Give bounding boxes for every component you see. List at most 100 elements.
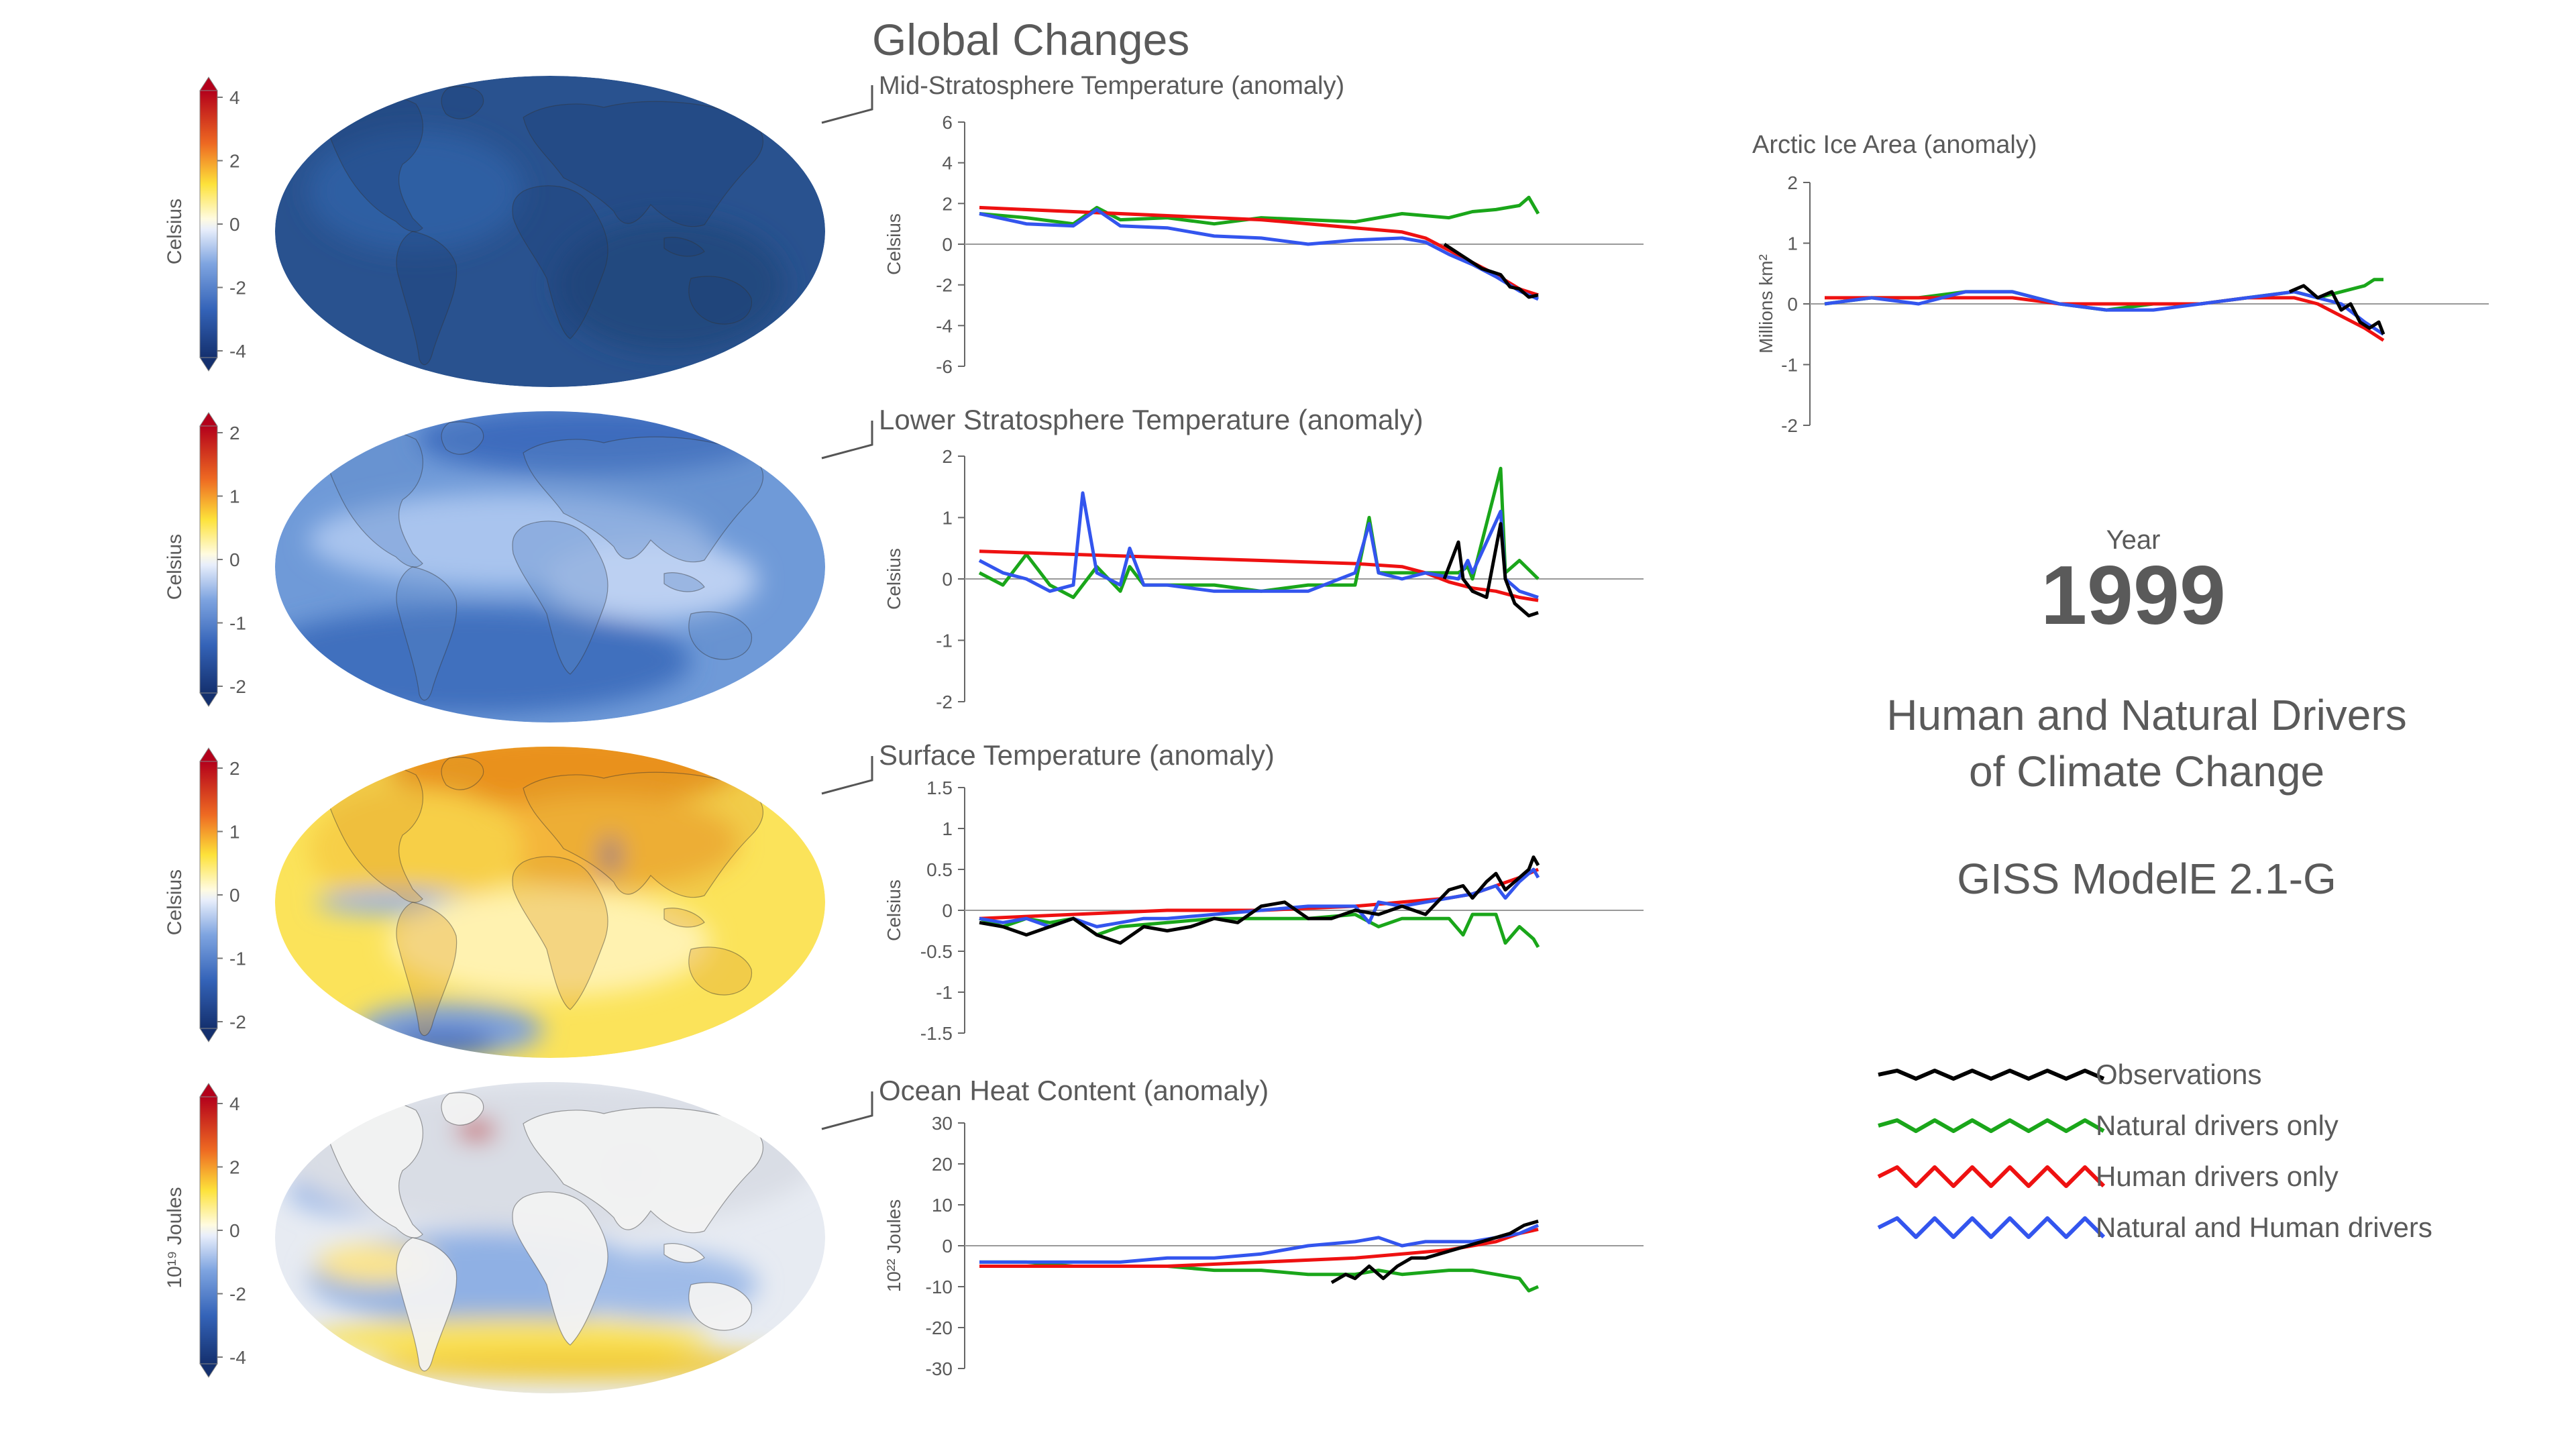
y-tick-label: 2 (942, 193, 953, 214)
colorbar (199, 761, 218, 1029)
map-anomaly-region (309, 1318, 711, 1358)
map-panel-2: 2 1 0 -1 -2 Celsius (164, 411, 873, 722)
map-anomaly-region (389, 1028, 496, 1058)
y-tick-label: 2 (942, 446, 953, 467)
series-line-natural (979, 912, 1540, 949)
title-connector (821, 1091, 873, 1130)
map-fill (275, 747, 825, 1058)
y-tick-label: 4 (942, 153, 953, 174)
series-line-human (979, 1228, 1539, 1268)
map-fill (275, 1082, 825, 1393)
colorbar-tick-label: -2 (229, 1284, 246, 1305)
line-chart-1: Mid-Stratosphere Temperature (anomaly) 6 4… (879, 72, 1644, 377)
y-tick-label: -1.5 (920, 1023, 953, 1044)
y-tick-label: -20 (926, 1318, 953, 1338)
chart-title: Arctic Ice Area (anomaly) (1752, 131, 2037, 159)
wavy-line-icon (1877, 1165, 2106, 1188)
y-tick-label: 20 (932, 1154, 953, 1175)
maps-column: 4 2 0 -2 -4 Celsius 2 1 0 -1 -2 Celsius 2 1 0 -1 -2 Celsi… (164, 76, 873, 1393)
colorbar-tick-label: 2 (229, 151, 240, 172)
year-value: 1999 (2041, 549, 2226, 642)
y-axis-label: Celsius (883, 548, 904, 610)
colorbar-tick-label: -2 (229, 278, 246, 299)
y-tick-label: -0.5 (920, 941, 953, 962)
line-chart-5: Arctic Ice Area (anomaly) 2 1 0 -1 -2 Millions… (1752, 131, 2489, 436)
series-line-both (978, 491, 1539, 599)
y-tick-label: 0 (942, 234, 953, 255)
colorbar-tick-label: 2 (229, 758, 240, 779)
y-tick-label: 1 (942, 818, 953, 839)
y-tick-label: -10 (926, 1277, 953, 1297)
colorbar-tick-label: 2 (229, 423, 240, 443)
colorbar-label: Celsius (164, 869, 186, 935)
colorbar-top-arrow (199, 747, 218, 762)
map-panel-3: 2 1 0 -1 -2 Celsius (164, 747, 873, 1058)
series-line-observations (1442, 522, 1539, 618)
y-tick-label: 2 (1787, 172, 1798, 193)
legend-label: Human drivers only (2096, 1161, 2339, 1192)
colorbar-tick-label: -4 (229, 1347, 246, 1368)
charts-area: Mid-Stratosphere Temperature (anomaly) 6 4… (879, 72, 2489, 1379)
world-map (275, 1082, 825, 1393)
colorbar-tick-label: 1 (229, 486, 240, 507)
series-line-human (979, 205, 1539, 297)
line-chart-4: Ocean Heat Content (anomaly) 30 20 10 0 -10 -2… (879, 1075, 1644, 1379)
world-map (275, 76, 825, 387)
y-tick-label: 0 (942, 900, 953, 921)
legend-label: Natural and Human drivers (2096, 1212, 2432, 1243)
colorbar-tick-label: 1 (229, 822, 240, 843)
colorbar-top-arrow (199, 1083, 218, 1097)
series-line-observations (2289, 284, 2385, 335)
colorbar-tick-label: -1 (229, 613, 246, 634)
map-panel-4: 4 2 0 -2 -4 10¹⁹ Joules (164, 1082, 873, 1393)
series-line-both (979, 1224, 1539, 1264)
series-line-human (979, 867, 1539, 920)
y-axis-label: 10²² Joules (883, 1199, 904, 1293)
legend-label: Natural drivers only (2096, 1110, 2339, 1141)
y-tick-label: -2 (936, 692, 953, 712)
wavy-line-icon (1878, 1069, 2105, 1081)
series-line-observations (979, 855, 1540, 945)
subtitle-line-1: Human and Natural Drivers (1886, 691, 2406, 739)
colorbar-bottom-arrow (199, 357, 218, 372)
y-axis-label: Celsius (883, 213, 904, 275)
y-tick-label: 1 (1787, 233, 1798, 254)
y-tick-label: 0 (942, 569, 953, 590)
map-fill (275, 76, 825, 387)
colorbar-top-arrow (199, 76, 218, 91)
year-label: Year (2106, 525, 2161, 555)
y-tick-label: -1 (1781, 355, 1798, 376)
colorbar-bottom-arrow (199, 692, 218, 707)
world-map (275, 411, 825, 722)
map-anomaly-region (369, 1350, 812, 1380)
wavy-line-icon (1878, 1118, 2105, 1133)
colorbar-label: Celsius (164, 199, 186, 264)
map-anomaly-region (456, 1121, 496, 1140)
y-tick-label: -1 (936, 631, 953, 651)
y-tick-label: -2 (1781, 415, 1798, 436)
y-tick-label: -4 (936, 315, 953, 336)
series-line-observations (1330, 1219, 1539, 1285)
series-line-observations (1443, 242, 1539, 299)
legend-item: Natural and Human drivers (1877, 1212, 2432, 1243)
colorbar-bottom-arrow (199, 1363, 218, 1378)
legend: Observations Natural drivers only Human dr… (1877, 1059, 2432, 1243)
legend-item: Observations (1878, 1059, 2261, 1090)
y-tick-label: 1 (942, 508, 953, 529)
year-panel: Year 1999 Human and Natural Drivers of C… (1886, 525, 2406, 903)
colorbar-tick-label: 4 (229, 1093, 240, 1114)
chart-title: Surface Temperature (anomaly) (879, 739, 1275, 771)
colorbar-tick-label: 2 (229, 1157, 240, 1178)
colorbar-tick-label: -1 (229, 949, 246, 969)
chart-title: Ocean Heat Content (anomaly) (879, 1075, 1269, 1106)
colorbar-tick-label: -2 (229, 1012, 246, 1032)
model-name: GISS ModelE 2.1-G (1957, 855, 2337, 903)
subtitle-line-2: of Climate Change (1969, 747, 2324, 796)
y-tick-label: -2 (936, 275, 953, 296)
colorbar-tick-label: 4 (229, 87, 240, 108)
colorbar-tick-label: -4 (229, 341, 246, 362)
colorbar (199, 425, 218, 694)
colorbar-tick-label: 0 (229, 1220, 240, 1241)
line-chart-2: Lower Stratosphere Temperature (anomaly)… (879, 404, 1644, 712)
